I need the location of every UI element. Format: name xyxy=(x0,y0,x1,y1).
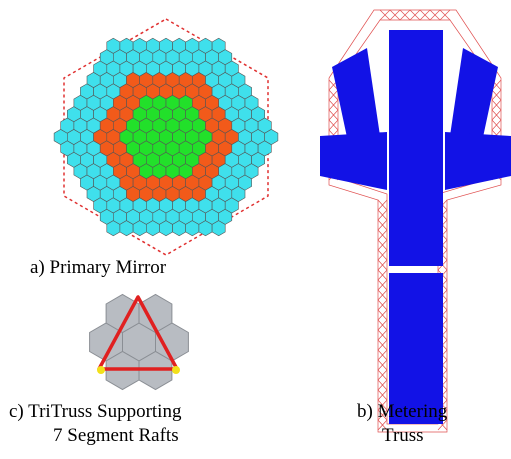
truss-lattice-member xyxy=(377,199,388,211)
truss-lattice-member xyxy=(399,9,411,21)
truss-lattice-member xyxy=(377,339,388,351)
truss-lattice-member xyxy=(377,409,388,421)
tritruss-node-right xyxy=(172,366,180,374)
truss-central-column-lower xyxy=(389,273,443,424)
truss-lattice-member xyxy=(377,269,388,281)
caption-metering-truss-line1: b) Metering xyxy=(357,401,448,422)
metering-truss-diagram xyxy=(320,9,511,433)
truss-lattice-member xyxy=(377,389,388,401)
truss-lattice-member xyxy=(491,79,502,91)
truss-lattice-member xyxy=(377,419,388,431)
truss-lattice-member xyxy=(377,249,388,261)
truss-lattice-member xyxy=(377,349,388,361)
truss-lattice-member xyxy=(429,9,441,21)
truss-lattice-member xyxy=(377,359,388,371)
truss-lattice-member xyxy=(377,219,388,231)
mirror-segments xyxy=(53,37,279,237)
truss-lattice-member xyxy=(377,239,388,251)
truss-lattice-member xyxy=(409,9,421,21)
truss-lattice-member xyxy=(377,329,388,341)
primary-mirror-outline xyxy=(63,18,269,256)
truss-lattice-member xyxy=(328,99,339,111)
truss-lattice-member xyxy=(377,299,388,311)
truss-lattice-member xyxy=(377,289,388,301)
tritruss-diagram xyxy=(89,293,189,391)
truss-lattice-member xyxy=(439,9,451,21)
truss-lattice-member xyxy=(377,209,388,221)
truss-lattice-member xyxy=(379,9,391,21)
truss-lattice-member xyxy=(328,119,339,131)
tritruss-segment-rafts xyxy=(89,293,189,391)
truss-lattice-member xyxy=(377,369,388,381)
mirror-segment xyxy=(264,129,279,145)
truss-lattice-member xyxy=(377,379,388,391)
truss-lattice-member xyxy=(491,89,502,101)
caption-tritruss-line2: 7 Segment Rafts xyxy=(53,425,179,446)
truss-lattice-member xyxy=(419,9,431,21)
truss-lattice-member xyxy=(328,109,339,121)
truss-lattice-member xyxy=(377,229,388,241)
truss-lower-right-arm xyxy=(445,132,511,190)
truss-lattice-member xyxy=(377,309,388,321)
tritruss-node-left xyxy=(97,366,105,374)
caption-metering-truss-line2: Truss xyxy=(382,425,424,446)
truss-lattice-member xyxy=(377,399,388,411)
truss-blue-members xyxy=(320,30,511,424)
truss-lattice-member xyxy=(491,99,502,111)
truss-lattice-member xyxy=(328,89,339,101)
primary-mirror-diagram xyxy=(53,18,279,256)
truss-central-column-upper xyxy=(389,30,443,266)
truss-lower-left-arm xyxy=(320,132,387,190)
truss-lattice-member xyxy=(491,109,502,121)
tritruss-triangle xyxy=(97,295,179,371)
truss-lattice-member xyxy=(491,119,502,131)
caption-tritruss-line1: c) TriTruss Supporting xyxy=(9,401,182,422)
truss-lattice-member xyxy=(389,9,401,21)
truss-lattice-member xyxy=(437,419,448,431)
caption-primary-mirror: a) Primary Mirror xyxy=(30,257,167,278)
truss-lattice-member xyxy=(377,279,388,291)
truss-lattice-member xyxy=(377,319,388,331)
truss-lattice-member xyxy=(377,259,388,271)
